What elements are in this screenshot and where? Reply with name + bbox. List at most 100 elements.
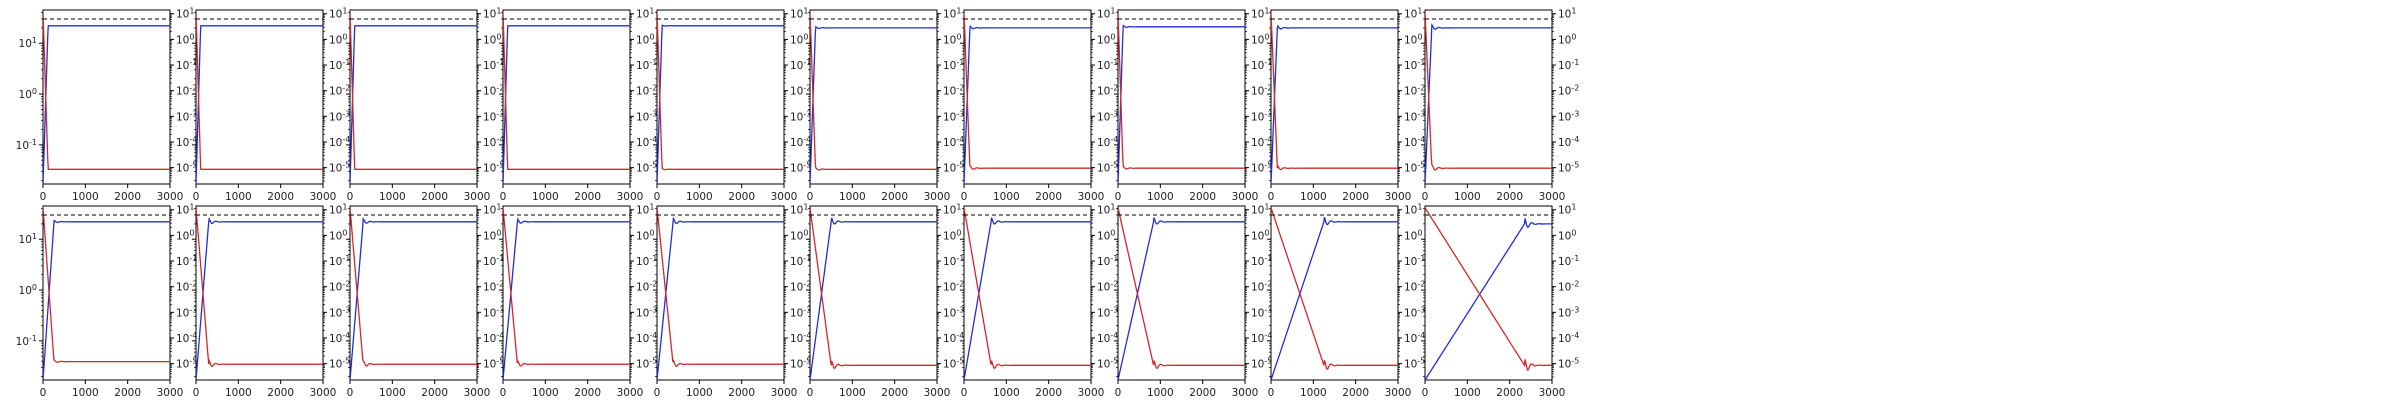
right-y-tick-label: 10-5 bbox=[1558, 160, 1579, 175]
x-tick-label: 0 bbox=[1422, 191, 1429, 203]
x-tick-label: 0 bbox=[654, 191, 661, 203]
x-tick-label: 3000 bbox=[157, 191, 184, 203]
right-y-tick-label: 100 bbox=[483, 228, 501, 243]
right-y-tick-label: 10-4 bbox=[1251, 134, 1272, 149]
panel-r1-c5: 0 1000 2000 3000 10-5 10-4 10-3 10-2 10-1 100 101 bbox=[806, 202, 964, 399]
x-tick-label: 3000 bbox=[1385, 387, 1412, 399]
x-tick-label: 1000 bbox=[225, 387, 252, 399]
right-y-tick-label: 10-3 bbox=[1097, 305, 1118, 320]
right-y-tick-label: 100 bbox=[329, 32, 347, 47]
decaying-series-line bbox=[1118, 207, 1245, 369]
right-y-tick-label: 100 bbox=[636, 228, 654, 243]
right-y-tick-label: 10-5 bbox=[176, 160, 197, 175]
x-tick-label: 1000 bbox=[1300, 191, 1327, 203]
x-tick-label: 1000 bbox=[72, 387, 99, 399]
right-y-tick-label: 10-4 bbox=[943, 134, 964, 149]
right-y-tick-label: 10-4 bbox=[483, 134, 504, 149]
axes-frame bbox=[195, 205, 324, 381]
decaying-series-line bbox=[1271, 11, 1398, 171]
x-tick-label: 2000 bbox=[574, 387, 601, 399]
right-y-tick-label: 10-4 bbox=[1558, 330, 1579, 345]
right-y-tick-label: 101 bbox=[1404, 6, 1422, 21]
axes-frame bbox=[963, 205, 1092, 381]
decaying-series-line bbox=[350, 207, 477, 367]
decaying-series-line bbox=[810, 207, 937, 369]
right-y-tick-label: 10-4 bbox=[636, 134, 657, 149]
panel-r1-c6: 0 1000 2000 3000 10-5 10-4 10-3 10-2 10-1 100 101 bbox=[960, 202, 1118, 399]
rising-series-line bbox=[810, 25, 937, 184]
right-y-tick-label: 10-1 bbox=[636, 254, 657, 269]
x-tick-label: 1000 bbox=[532, 387, 559, 399]
right-y-tick-label: 10-1 bbox=[943, 254, 964, 269]
right-y-tick-label: 101 bbox=[1558, 6, 1576, 21]
right-y-tick-label: 10-4 bbox=[636, 330, 657, 345]
right-y-tick-label: 100 bbox=[1404, 32, 1422, 47]
x-tick-label: 3000 bbox=[924, 387, 951, 399]
right-y-tick-label: 10-1 bbox=[790, 58, 811, 73]
panel-r0-c3: 0 1000 2000 3000 10-5 10-4 10-3 10-2 10-1 100 101 bbox=[499, 6, 657, 203]
right-y-tick-label: 10-1 bbox=[176, 58, 197, 73]
right-y-tick-label: 10-5 bbox=[176, 356, 197, 371]
axes-frame bbox=[809, 9, 938, 185]
x-tick-label: 1000 bbox=[686, 387, 713, 399]
decaying-series-line bbox=[350, 11, 477, 170]
right-y-tick-label: 10-2 bbox=[1558, 83, 1579, 98]
right-y-tick-label: 100 bbox=[1558, 32, 1576, 47]
left-y-tick-label: 101 bbox=[19, 232, 37, 247]
right-y-tick-label: 10-2 bbox=[483, 279, 504, 294]
rising-series-line bbox=[964, 24, 1091, 184]
right-y-tick-label: 100 bbox=[176, 228, 194, 243]
right-y-tick-label: 10-5 bbox=[943, 160, 964, 175]
x-tick-label: 1000 bbox=[1300, 387, 1327, 399]
right-y-tick-label: 100 bbox=[1097, 32, 1115, 47]
right-y-tick-label: 101 bbox=[1097, 6, 1115, 21]
decaying-series-line bbox=[196, 207, 323, 368]
x-tick-label: 0 bbox=[193, 387, 200, 399]
decaying-series-line bbox=[43, 11, 170, 170]
axes-frame bbox=[42, 9, 171, 185]
x-tick-label: 0 bbox=[961, 191, 968, 203]
panel-r0-c9: 0 1000 2000 3000 10-5 10-4 10-3 10-2 10-1 100 101 bbox=[1421, 6, 1579, 203]
right-y-tick-label: 10-3 bbox=[1251, 109, 1272, 124]
right-y-tick-label: 10-2 bbox=[636, 279, 657, 294]
right-y-tick-label: 10-3 bbox=[1558, 109, 1579, 124]
x-tick-label: 3000 bbox=[771, 387, 798, 399]
right-y-tick-label: 10-2 bbox=[790, 279, 811, 294]
panel-r0-c6: 0 1000 2000 3000 10-5 10-4 10-3 10-2 10-1 100 101 bbox=[960, 6, 1118, 203]
x-tick-label: 0 bbox=[961, 387, 968, 399]
x-tick-label: 2000 bbox=[1342, 387, 1369, 399]
right-y-tick-label: 10-5 bbox=[1097, 356, 1118, 371]
right-y-tick-label: 10-2 bbox=[790, 83, 811, 98]
rising-series-line bbox=[1425, 23, 1552, 184]
right-y-tick-label: 10-3 bbox=[1404, 305, 1425, 320]
right-y-tick-label: 10-5 bbox=[329, 160, 350, 175]
x-tick-label: 3000 bbox=[771, 191, 798, 203]
right-y-tick-label: 101 bbox=[636, 202, 654, 217]
right-y-tick-label: 10-3 bbox=[176, 305, 197, 320]
x-tick-label: 2000 bbox=[421, 387, 448, 399]
panel-r1-c7: 0 1000 2000 3000 10-5 10-4 10-3 10-2 10-1 100 101 bbox=[1114, 202, 1272, 399]
x-tick-label: 3000 bbox=[310, 387, 337, 399]
rising-series-line bbox=[1271, 216, 1398, 380]
panel-r1-c0: 0 1000 2000 300010-110010110-510-410-310-21… bbox=[16, 202, 198, 399]
right-y-tick-label: 10-1 bbox=[483, 254, 504, 269]
right-y-tick-label: 10-3 bbox=[1251, 305, 1272, 320]
x-tick-label: 2000 bbox=[114, 191, 141, 203]
axes-frame bbox=[1117, 205, 1246, 381]
right-y-tick-label: 10-1 bbox=[329, 58, 350, 73]
left-y-tick-label: 10-1 bbox=[16, 333, 37, 348]
right-y-tick-label: 10-4 bbox=[1097, 330, 1118, 345]
rising-series-line bbox=[503, 217, 630, 380]
right-y-tick-label: 100 bbox=[1404, 228, 1422, 243]
right-y-tick-label: 10-2 bbox=[1404, 83, 1425, 98]
decaying-series-line bbox=[810, 11, 937, 171]
right-y-tick-label: 10-5 bbox=[790, 356, 811, 371]
rising-series-line bbox=[657, 216, 784, 380]
right-y-tick-label: 10-2 bbox=[1404, 279, 1425, 294]
x-tick-label: 2000 bbox=[1035, 191, 1062, 203]
right-y-tick-label: 10-5 bbox=[1251, 160, 1272, 175]
right-y-tick-label: 10-1 bbox=[329, 254, 350, 269]
right-y-tick-label: 100 bbox=[1251, 32, 1269, 47]
right-y-tick-label: 101 bbox=[1097, 202, 1115, 217]
x-tick-label: 2000 bbox=[1342, 191, 1369, 203]
